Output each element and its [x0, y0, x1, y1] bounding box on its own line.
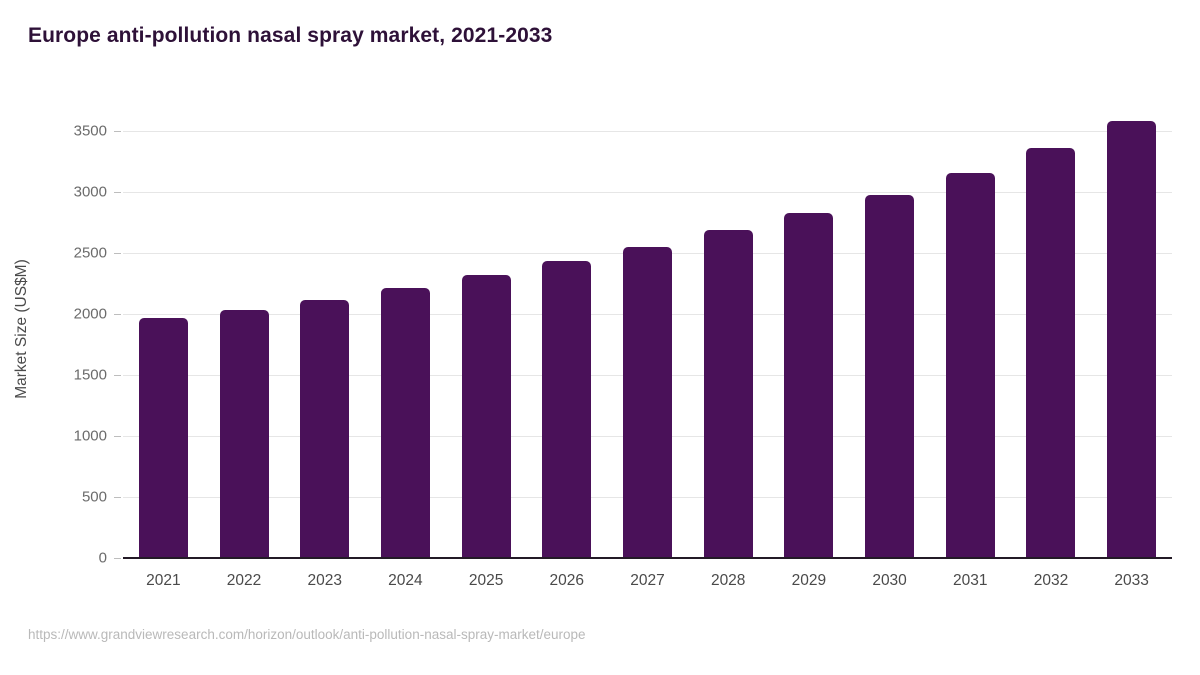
- bar-slot: 2028: [688, 100, 769, 589]
- y-axis-tick-label: 2000: [73, 305, 107, 323]
- bar-slot: 2026: [526, 100, 607, 589]
- x-axis-tick-label: 2026: [549, 571, 585, 589]
- bar-slot: 2022: [204, 100, 285, 589]
- bar-slot: 2033: [1091, 100, 1172, 589]
- bar-slot: 2025: [446, 100, 527, 589]
- y-axis-tick: [114, 374, 121, 376]
- bar[interactable]: [300, 299, 350, 558]
- x-axis-tick-label: 2023: [307, 571, 342, 589]
- source-url[interactable]: https://www.grandviewresearch.com/horizo…: [28, 627, 586, 642]
- bar[interactable]: [1107, 120, 1157, 558]
- bar[interactable]: [542, 261, 592, 558]
- bar-slot: 2027: [607, 100, 688, 589]
- bar-series: 2021 2022 2023 2024 2025 2026 2027 2028 2029 2030…: [123, 100, 1172, 589]
- bar[interactable]: [219, 310, 269, 558]
- bar[interactable]: [461, 275, 511, 558]
- bar[interactable]: [703, 230, 753, 558]
- y-axis-tick: [114, 130, 121, 132]
- x-axis-tick-label: 2029: [791, 571, 827, 589]
- bar-slot: 2031: [930, 100, 1011, 589]
- page-title: Europe anti-pollution nasal spray market…: [28, 24, 553, 47]
- y-axis-tick: [114, 435, 121, 437]
- bar[interactable]: [865, 194, 915, 558]
- bar[interactable]: [1026, 147, 1076, 558]
- x-axis-line: [123, 556, 1172, 559]
- plot-area: 0 500 1000 1500 2000 2500 3000 3500 2021 2022 202…: [74, 100, 1172, 589]
- x-axis-tick-label: 2032: [1033, 571, 1069, 589]
- y-axis-tick-label: 2500: [73, 244, 107, 262]
- x-axis-tick-label: 2028: [710, 571, 746, 589]
- bar[interactable]: [380, 287, 430, 558]
- bar[interactable]: [945, 172, 995, 558]
- y-axis-tick-label: 3500: [73, 122, 107, 140]
- bar-slot: 2021: [123, 100, 204, 589]
- y-axis-tick: [114, 191, 121, 193]
- x-axis-tick-label: 2021: [146, 571, 181, 589]
- y-axis-tick-label: 3000: [73, 183, 107, 201]
- bar-slot: 2024: [365, 100, 446, 589]
- y-axis-tick: [114, 558, 121, 559]
- x-axis-tick-label: 2030: [872, 571, 907, 589]
- bar-slot: 2029: [769, 100, 850, 589]
- bar[interactable]: [622, 246, 672, 558]
- x-axis-tick-label: 2022: [226, 571, 262, 589]
- bar-slot: 2030: [849, 100, 930, 589]
- x-axis-tick-label: 2024: [388, 571, 423, 589]
- bar[interactable]: [784, 213, 834, 558]
- y-axis-tick-label: 500: [81, 488, 107, 506]
- x-axis-tick-label: 2033: [1114, 571, 1149, 589]
- y-axis-tick-label: 1000: [73, 427, 107, 445]
- bar[interactable]: [138, 317, 188, 558]
- y-axis-tick-label: 1500: [73, 366, 107, 384]
- y-axis-tick: [114, 496, 121, 498]
- x-axis-tick-label: 2025: [468, 571, 504, 589]
- y-axis-tick: [114, 252, 121, 254]
- y-axis-title: Market Size (US$M): [13, 259, 30, 399]
- y-axis-tick: [114, 313, 121, 315]
- bar-slot: 2032: [1011, 100, 1092, 589]
- x-axis-tick-label: 2027: [630, 571, 665, 589]
- x-axis-tick-label: 2031: [953, 571, 988, 589]
- y-axis-tick-label: 0: [98, 549, 107, 567]
- bar-slot: 2023: [284, 100, 365, 589]
